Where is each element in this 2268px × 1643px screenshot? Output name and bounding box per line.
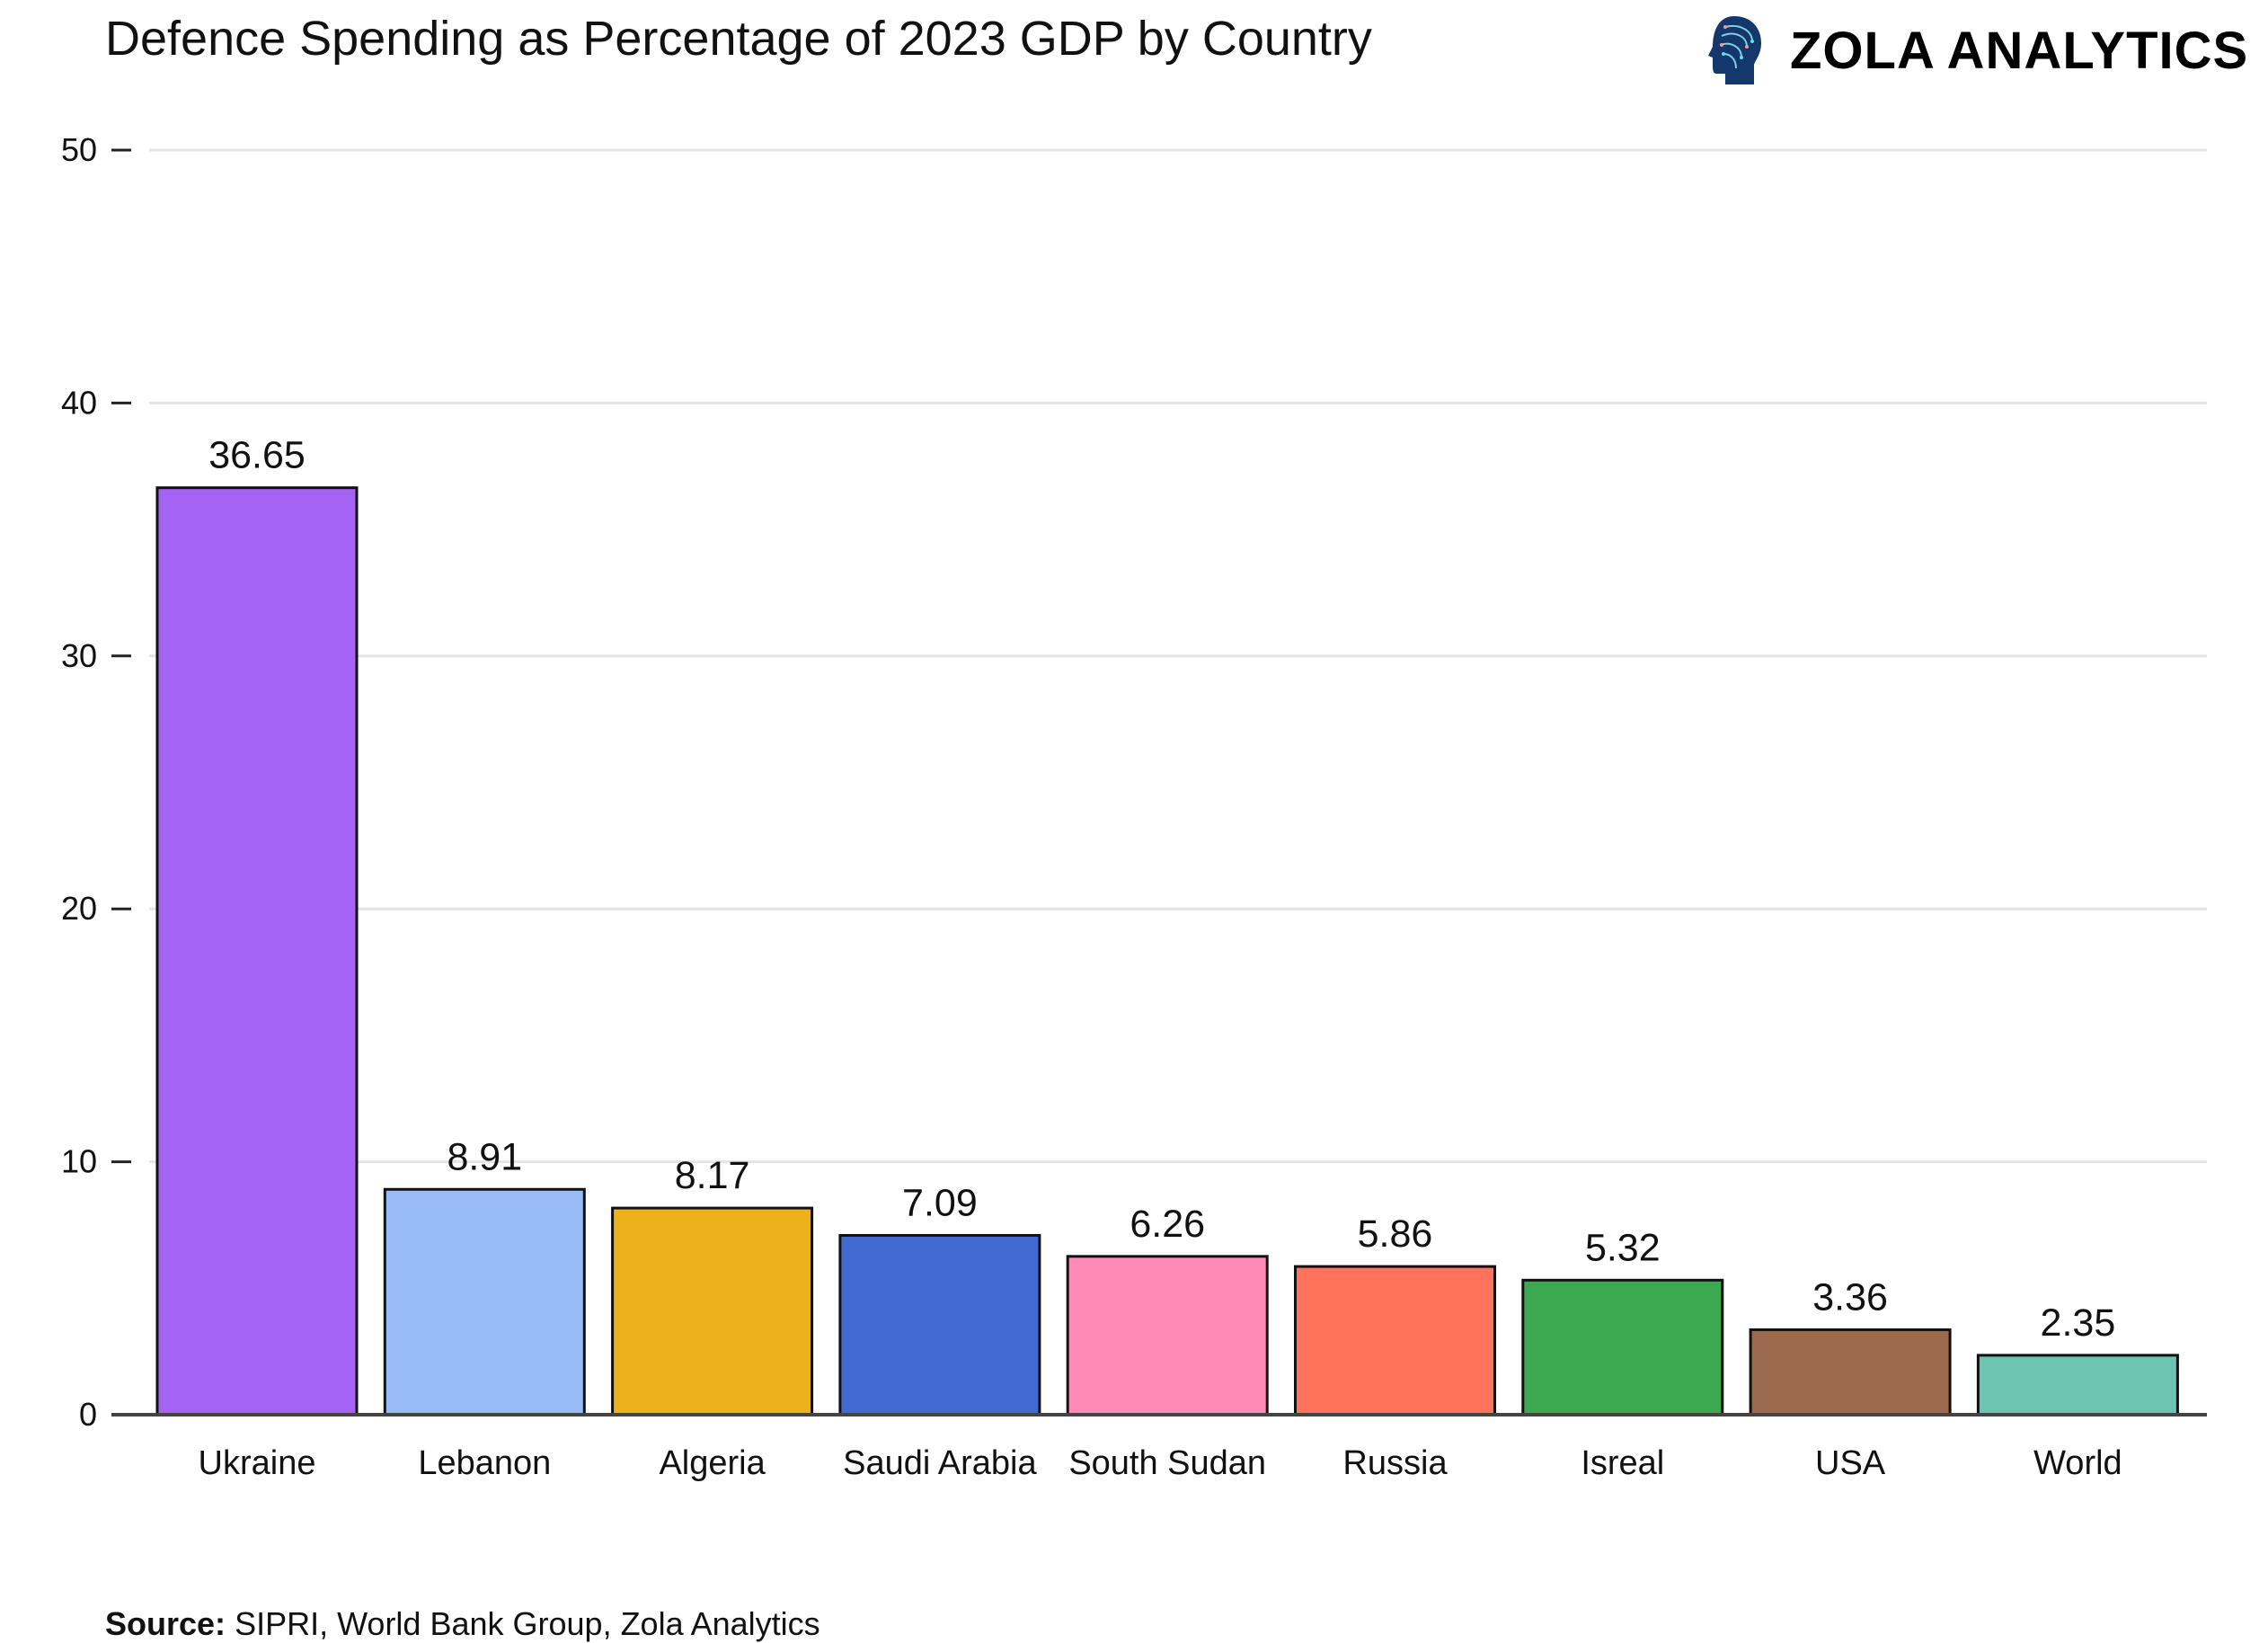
x-tick-label: Russia bbox=[1342, 1444, 1448, 1482]
y-tick-label: 40 bbox=[61, 384, 97, 421]
data-label: 8.17 bbox=[675, 1154, 750, 1197]
logo-text: ZOLA ANALYTICS bbox=[1790, 21, 2249, 80]
x-tick-label: South Sudan bbox=[1068, 1444, 1266, 1482]
bar-saudi-arabia bbox=[838, 1233, 1041, 1417]
source-text: SIPRI, World Bank Group, Zola Analytics bbox=[235, 1605, 820, 1642]
data-label: 6.26 bbox=[1130, 1203, 1205, 1246]
x-tick-label: Ukraine bbox=[199, 1444, 316, 1482]
x-tick-label: Algeria bbox=[659, 1444, 766, 1482]
bar-lebanon bbox=[383, 1187, 586, 1417]
x-tick-label: USA bbox=[1815, 1444, 1886, 1482]
head-circuit-icon bbox=[1708, 16, 1761, 84]
bar-ukraine bbox=[155, 486, 359, 1417]
bar-isreal bbox=[1521, 1278, 1724, 1417]
source-label: Source: bbox=[105, 1605, 226, 1642]
y-tick-label: 30 bbox=[61, 637, 97, 674]
x-tick-label: Lebanon bbox=[418, 1444, 551, 1482]
x-tick-label: World bbox=[2033, 1444, 2122, 1482]
y-axis: 0 10 20 30 40 50 bbox=[61, 131, 131, 1433]
value-labels: 36.65 8.91 8.17 7.09 6.26 5.86 5.32 3.36 2.35 bbox=[208, 434, 2115, 1345]
x-tick-label: Isreal bbox=[1581, 1444, 1664, 1482]
source-note: Source: SIPRI, World Bank Group, Zola An… bbox=[105, 1605, 820, 1643]
data-label: 2.35 bbox=[2041, 1301, 2116, 1345]
bars bbox=[155, 486, 2179, 1417]
bar-algeria bbox=[611, 1206, 814, 1417]
data-label: 36.65 bbox=[208, 434, 306, 477]
x-tick-label: Saudi Arabia bbox=[843, 1444, 1037, 1482]
data-label: 7.09 bbox=[902, 1181, 978, 1224]
logo: ZOLA ANALYTICS bbox=[1707, 14, 2248, 86]
y-tick-label: 20 bbox=[61, 890, 97, 927]
x-axis: Ukraine Lebanon Algeria Saudi Arabia South S… bbox=[111, 1413, 2207, 1482]
bar-south-sudan bbox=[1066, 1255, 1269, 1417]
gridlines bbox=[149, 148, 2207, 1164]
chart-title: Defence Spending as Percentage of 2023 G… bbox=[105, 12, 1372, 66]
data-label: 5.32 bbox=[1585, 1226, 1661, 1269]
y-tick-label: 10 bbox=[61, 1143, 97, 1180]
bar-russia bbox=[1294, 1265, 1496, 1417]
data-label: 8.91 bbox=[447, 1135, 522, 1178]
data-label: 5.86 bbox=[1358, 1212, 1433, 1256]
y-tick-label: 50 bbox=[61, 131, 97, 168]
y-tick-label: 0 bbox=[79, 1396, 97, 1433]
bar-usa bbox=[1749, 1328, 1952, 1417]
data-label: 3.36 bbox=[1812, 1275, 1888, 1319]
bar-world bbox=[1976, 1354, 2179, 1417]
